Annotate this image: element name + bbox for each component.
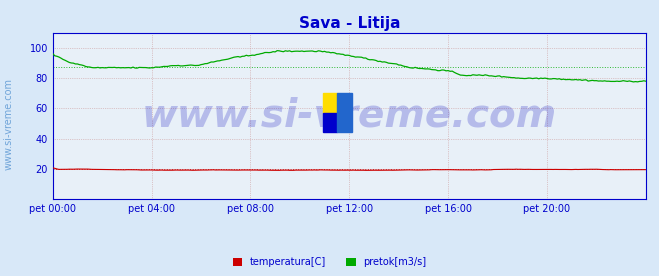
Text: www.si-vreme.com: www.si-vreme.com bbox=[142, 97, 557, 135]
Legend: temperatura[C], pretok[m3/s]: temperatura[C], pretok[m3/s] bbox=[229, 253, 430, 271]
Bar bbox=[337, 93, 352, 132]
Text: www.si-vreme.com: www.si-vreme.com bbox=[3, 78, 13, 170]
Bar bbox=[322, 93, 337, 113]
Bar bbox=[322, 113, 337, 132]
Title: Sava - Litija: Sava - Litija bbox=[299, 15, 400, 31]
